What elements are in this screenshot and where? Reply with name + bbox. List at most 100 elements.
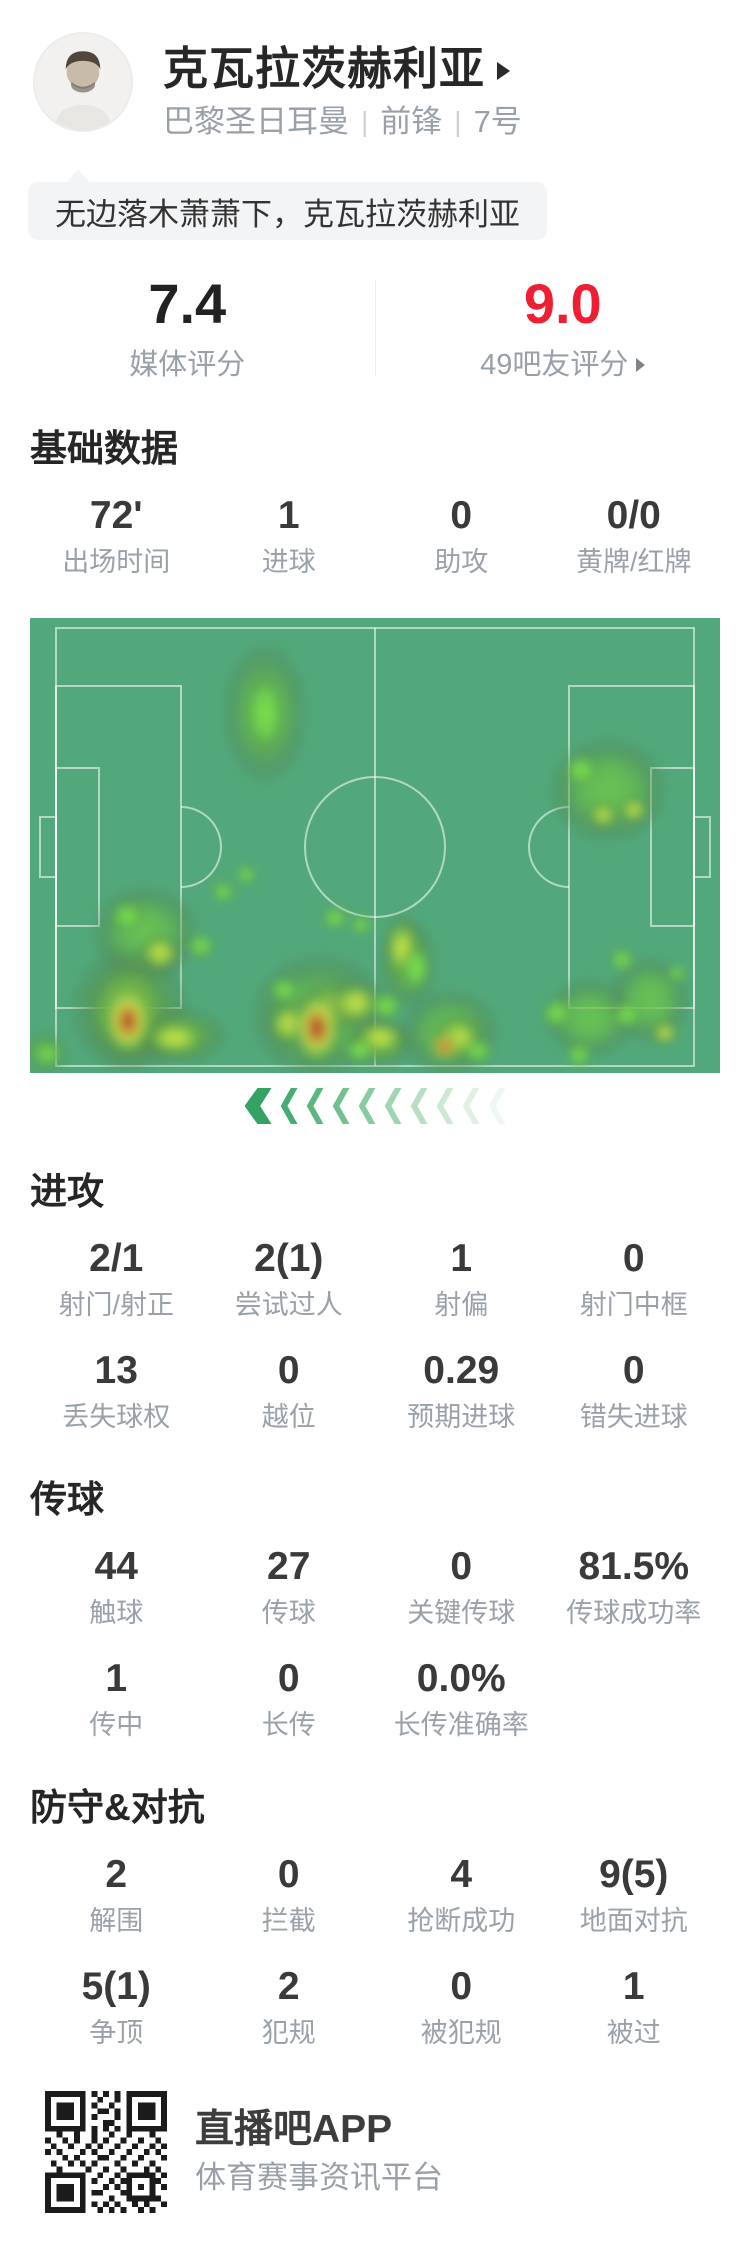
player-name-row[interactable]: 克瓦拉茨赫利亚 (163, 42, 522, 96)
player-header: 克瓦拉茨赫利亚 巴黎圣日耳曼 | 前锋 | 7号 (0, 0, 750, 140)
stat-label: 射门中框 (548, 1289, 721, 1321)
stat-label: 出场时间 (30, 546, 203, 578)
stat-value: 0.0% (375, 1657, 548, 1701)
stat-label: 进球 (203, 546, 376, 578)
attack-stats-row-2: 13 丢失球权 0 越位 0.29 预期进球 0 错失进球 (0, 1349, 750, 1433)
stat-assists: 0 助攻 (375, 494, 548, 578)
section-title-defense: 防守&对抗 (30, 1787, 720, 1829)
stat-value: 72' (30, 494, 203, 538)
attack-direction-arrows (0, 1087, 750, 1125)
position-label: 前锋 (380, 104, 442, 140)
stat-interceptions: 0 拦截 (203, 1853, 376, 1937)
stat-label: 传球成功率 (548, 1597, 721, 1629)
stat-label: 拦截 (203, 1905, 376, 1937)
stat-label: 尝试过人 (203, 1289, 376, 1321)
stat-value: 0 (203, 1853, 376, 1897)
stat-value: 0.29 (375, 1349, 548, 1393)
stat-value: 0 (375, 1965, 548, 2009)
stat-value: 0 (548, 1349, 721, 1393)
stat-shots-off: 1 射偏 (375, 1237, 548, 1321)
stat-value: 0 (203, 1657, 376, 1701)
stat-value: 0 (375, 1545, 548, 1589)
stat-value: 1 (203, 494, 376, 538)
stat-shots: 2/1 射门/射正 (30, 1237, 203, 1321)
stat-value: 0/0 (548, 494, 721, 538)
passing-stats-row-1: 44 触球 27 传球 0 关键传球 81.5% 传球成功率 (0, 1545, 750, 1629)
stat-value: 81.5% (548, 1545, 721, 1589)
stat-touches: 44 触球 (30, 1545, 203, 1629)
stat-fouls: 2 犯规 (203, 1965, 376, 2049)
stat-possession-lost: 13 丢失球权 (30, 1349, 203, 1433)
caret-right-icon (497, 62, 510, 80)
stat-value: 2 (203, 1965, 376, 2009)
stat-value: 1 (375, 1237, 548, 1281)
stat-value: 13 (30, 1349, 203, 1393)
qr-code (45, 2091, 167, 2213)
stat-crosses: 1 传中 (30, 1657, 203, 1741)
stat-label: 越位 (203, 1401, 376, 1433)
avatar[interactable] (33, 32, 133, 132)
stat-value: 0 (548, 1237, 721, 1281)
stat-long-balls: 0 长传 (203, 1657, 376, 1741)
media-rating-value: 7.4 (0, 274, 375, 334)
stat-label: 射偏 (375, 1289, 548, 1321)
stat-value: 44 (30, 1545, 203, 1589)
section-title-basic: 基础数据 (30, 428, 720, 470)
fans-rating-value: 9.0 (376, 274, 750, 334)
left-chevron-icon (381, 1088, 402, 1124)
stat-value: 2/1 (30, 1237, 203, 1281)
stat-value: 27 (203, 1545, 376, 1589)
pitch-heatmap (30, 618, 720, 1073)
team-name: 巴黎圣日耳曼 (163, 104, 349, 140)
stat-key-passes: 0 关键传球 (375, 1545, 548, 1629)
section-title-passing: 传球 (30, 1479, 720, 1521)
quote-bubble: 无边落木萧萧下，克瓦拉茨赫利亚 (28, 182, 547, 240)
left-chevron-icon (485, 1088, 506, 1124)
fans-rating[interactable]: 9.0 49吧友评分 (376, 274, 750, 382)
player-name[interactable]: 克瓦拉茨赫利亚 (163, 42, 485, 96)
attack-stats-row-1: 2/1 射门/射正 2(1) 尝试过人 1 射偏 0 射门中框 (0, 1237, 750, 1321)
player-photo-placeholder (35, 34, 131, 130)
stat-ground-duels: 9(5) 地面对抗 (548, 1853, 721, 1937)
stat-long-ball-accuracy: 0.0% 长传准确率 (375, 1657, 548, 1741)
stat-offsides: 0 越位 (203, 1349, 376, 1433)
heat-blobs (30, 639, 692, 1073)
stat-label: 射门/射正 (30, 1289, 203, 1321)
stat-label: 被过 (548, 2017, 721, 2049)
stat-aerial-duels: 5(1) 争顶 (30, 1965, 203, 2049)
media-rating-label: 媒体评分 (0, 348, 375, 382)
stat-value: 9(5) (548, 1853, 721, 1897)
stat-label: 关键传球 (375, 1597, 548, 1629)
stat-empty (548, 1657, 721, 1741)
stat-label: 传球 (203, 1597, 376, 1629)
stat-label: 丢失球权 (30, 1401, 203, 1433)
stat-woodwork: 0 射门中框 (548, 1237, 721, 1321)
stat-minutes: 72' 出场时间 (30, 494, 203, 578)
passing-stats-row-2: 1 传中 0 长传 0.0% 长传准确率 (0, 1657, 750, 1741)
stat-label: 解围 (30, 1905, 203, 1937)
basic-stats-row: 72' 出场时间 1 进球 0 助攻 0/0 黄牌/红牌 (0, 494, 750, 578)
stat-xg: 0.29 预期进球 (375, 1349, 548, 1433)
stat-goals: 1 进球 (203, 494, 376, 578)
stat-label: 被犯规 (375, 2017, 548, 2049)
stat-tackles-won: 4 抢断成功 (375, 1853, 548, 1937)
shirt-number: 7号 (474, 104, 522, 140)
stat-label: 错失进球 (548, 1401, 721, 1433)
stat-dribbled-past: 1 被过 (548, 1965, 721, 2049)
stat-label: 触球 (30, 1597, 203, 1629)
qr-code-image (45, 2091, 167, 2213)
stat-label: 黄牌/红牌 (548, 546, 721, 578)
stat-label: 犯规 (203, 2017, 376, 2049)
stat-dribbles: 2(1) 尝试过人 (203, 1237, 376, 1321)
stat-label: 预期进球 (375, 1401, 548, 1433)
stat-label: 长传 (203, 1709, 376, 1741)
stat-value: 1 (548, 1965, 721, 2009)
stat-chances-missed: 0 错失进球 (548, 1349, 721, 1433)
stat-clearances: 2 解围 (30, 1853, 203, 1937)
stat-label: 长传准确率 (375, 1709, 548, 1741)
fans-rating-label[interactable]: 49吧友评分 (376, 348, 750, 382)
stat-fouled: 0 被犯规 (375, 1965, 548, 2049)
stat-value: 1 (30, 1657, 203, 1701)
stat-label: 抢断成功 (375, 1905, 548, 1937)
